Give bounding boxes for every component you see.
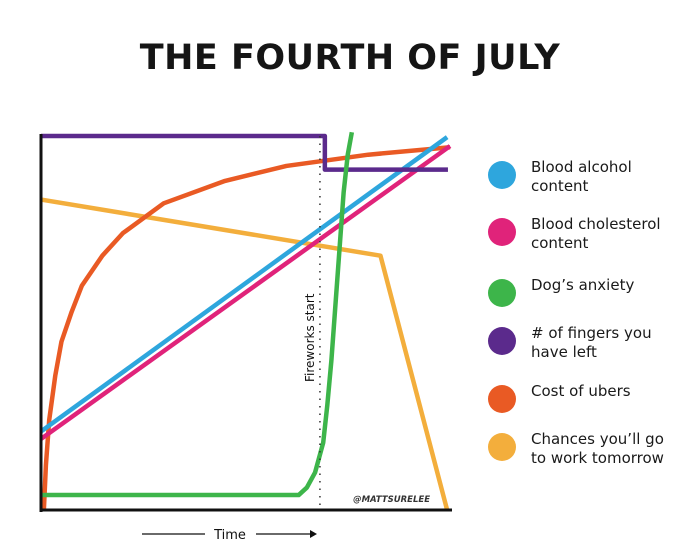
legend-swatch [488,433,516,461]
legend-item: Cost of ubers [488,382,681,413]
chart-title: THE FOURTH OF JULY [139,38,561,78]
legend-label: Chances you’ll go to work tomorrow [531,430,664,467]
series-line-4 [41,144,451,511]
legend-swatch [488,385,516,413]
legend-item: # of fingers you have left [488,324,681,362]
legend-item: Chances you’ll go to work tomorrow [488,430,681,468]
legend-label: # of fingers you have left [531,324,652,361]
legend-label: Cost of ubers [531,382,631,400]
series-line-2 [41,131,355,498]
x-axis-label: Time [213,528,246,543]
legend-item: Blood cholesterol content [488,215,681,253]
legend-label: Blood alcohol content [531,158,632,195]
watermark: @MATTSURELEE [353,495,430,505]
legend-swatch [488,161,516,189]
legend-label: Blood cholesterol content [531,215,661,252]
legend-item: Dog’s anxiety [488,276,681,307]
arrowhead-icon [310,530,317,538]
fireworks-label: Fireworks start [303,293,317,382]
series-line-5 [40,197,450,511]
legend-label: Dog’s anxiety [531,276,635,294]
series-line-0 [39,135,449,434]
legend-swatch [488,327,516,355]
series-line-1 [39,144,452,441]
legend-item: Blood alcohol content [488,158,681,196]
legend-swatch [488,279,516,307]
legend-swatch [488,218,516,246]
series-line-3 [41,133,448,172]
series-layer [39,131,452,511]
